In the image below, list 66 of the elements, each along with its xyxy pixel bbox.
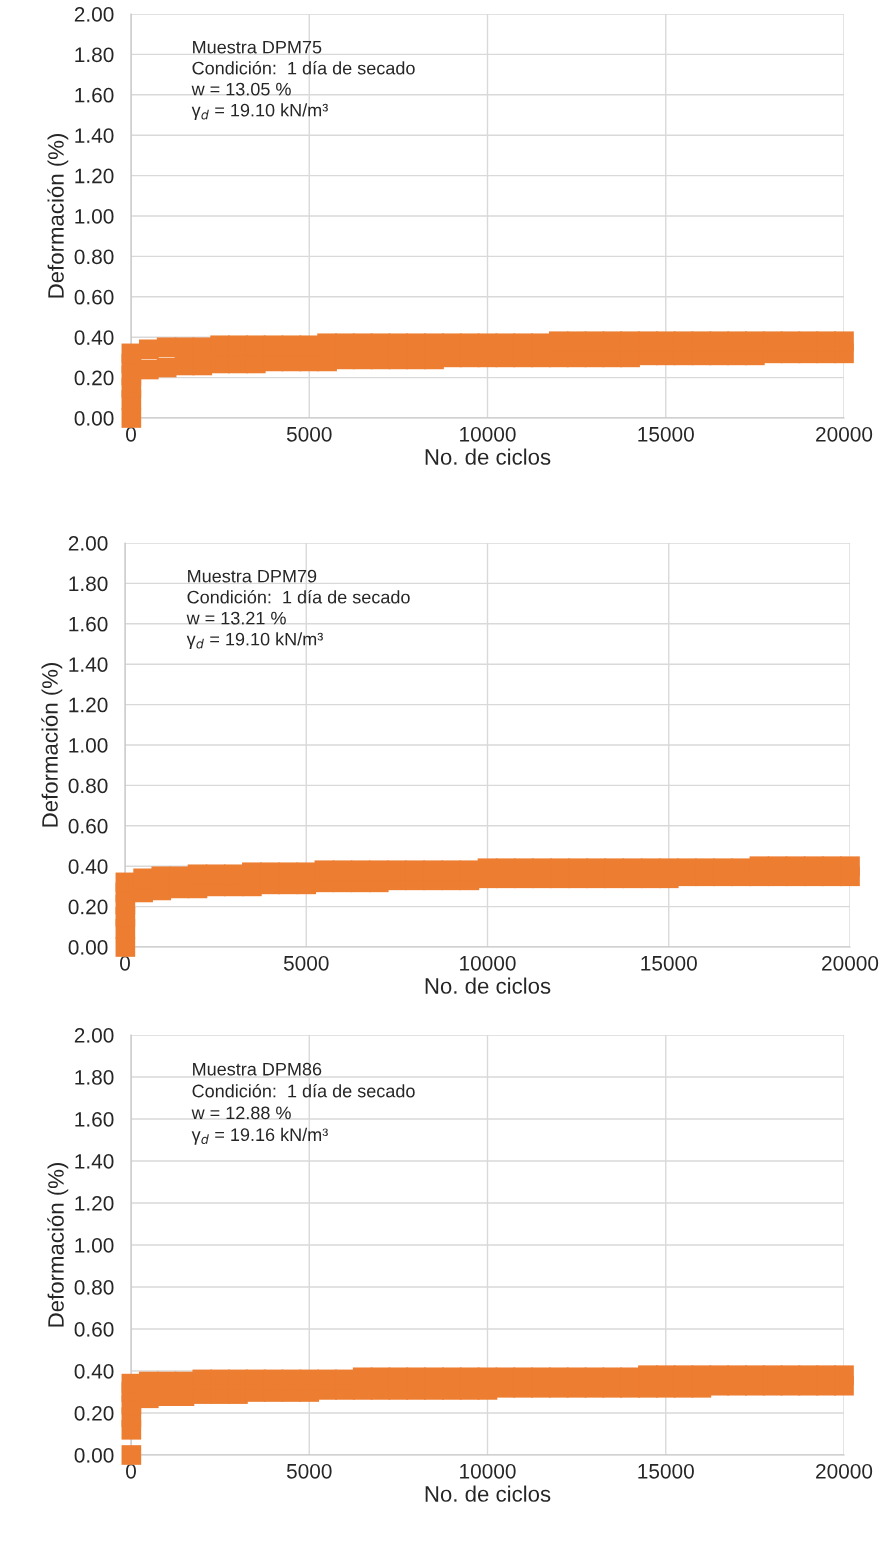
y-tick-label: 0.00 (74, 411, 114, 426)
annotation: Muestra DPM86 (193, 1062, 322, 1076)
y-tick-label: 1.40 (69, 657, 108, 672)
y-tick-label: 0.00 (68, 940, 108, 955)
y-tick-label: 0.40 (68, 859, 108, 874)
y-tick-label: 1.00 (69, 738, 108, 753)
x-tick-label: 20000 (816, 1463, 873, 1479)
x-tick-label: 15000 (638, 1463, 694, 1479)
x-tick-label: 0 (126, 426, 136, 442)
y-tick-label: 1.80 (75, 1070, 114, 1085)
y-tick-label: 0.20 (74, 370, 114, 386)
annotation: w = 13.21 % (186, 611, 286, 625)
y-tick-label: 0.80 (74, 1280, 114, 1295)
y-tick-label: 1.20 (75, 168, 114, 184)
y-tick-label: 1.40 (75, 1154, 114, 1169)
x-tick-label: 10000 (460, 1463, 516, 1479)
y-tick-label: 1.00 (75, 1238, 114, 1253)
x-tick-label: 0 (120, 955, 130, 971)
annotation: Condición: 1 día de secado (192, 1083, 415, 1098)
y-tick-label: 1.40 (75, 128, 114, 143)
y-tick-label: 1.60 (75, 1112, 114, 1127)
x-tick-label: 20000 (822, 955, 879, 971)
annotation: γ$_{d}$ = 19.10 kN/m³ (191, 103, 328, 121)
y-tick-label: 1.80 (69, 576, 108, 592)
annotation: Condición: 1 día de secado (187, 590, 410, 604)
annotation: Muestra DPM75 (193, 40, 322, 54)
annotation: γ$_{d}$ = 19.10 kN/m³ (186, 632, 323, 650)
y-tick-label: 2.00 (74, 7, 114, 22)
y-tick-label: 0.80 (74, 249, 114, 265)
y-tick-label: 0.40 (74, 1364, 114, 1379)
y-tick-label: 2.00 (68, 536, 108, 551)
y-tick-label: 0.60 (74, 289, 114, 305)
annotation: γ$_{d}$ = 19.16 kN/m³ (191, 1127, 328, 1145)
annotation: w = 13.05 % (191, 82, 291, 96)
annotation: Condición: 1 día de secado (192, 61, 415, 75)
y-tick-label: 1.20 (75, 1196, 114, 1211)
annotation: w = 12.88 % (191, 1106, 291, 1120)
y-tick-label: 0.00 (74, 1448, 114, 1463)
x-tick-label: 5000 (283, 955, 329, 971)
y-axis-title: Deformación (%) (47, 1163, 69, 1327)
y-tick-label: 1.00 (75, 209, 114, 224)
y-tick-label: 1.60 (69, 616, 108, 632)
x-tick-label: 20000 (816, 426, 873, 442)
y-tick-label: 0.20 (68, 899, 108, 915)
x-axis-title: No. de ciclos (425, 1485, 551, 1502)
y-tick-label: 0.80 (68, 778, 108, 794)
y-tick-label: 0.60 (74, 1322, 114, 1337)
y-axis-title: Deformación (%) (47, 134, 69, 298)
x-tick-label: 0 (126, 1463, 136, 1479)
y-tick-label: 1.80 (75, 47, 114, 63)
x-tick-label: 15000 (638, 426, 694, 442)
x-tick-label: 15000 (641, 955, 697, 971)
y-tick-label: 0.20 (74, 1406, 114, 1421)
y-tick-label: 0.40 (74, 330, 114, 345)
y-tick-label: 0.60 (68, 818, 108, 834)
x-tick-label: 10000 (460, 955, 516, 971)
annotation: Muestra DPM79 (188, 569, 317, 583)
x-axis-title: No. de ciclos (425, 977, 551, 994)
x-tick-label: 5000 (286, 426, 332, 442)
x-tick-label: 5000 (286, 1463, 332, 1479)
y-tick-label: 1.20 (69, 697, 108, 713)
x-tick-label: 10000 (460, 426, 516, 442)
y-tick-label: 1.60 (75, 87, 114, 103)
y-tick-label: 2.00 (74, 1028, 114, 1043)
x-axis-title: No. de ciclos (425, 448, 551, 465)
y-axis-title: Deformación (%) (41, 663, 63, 827)
